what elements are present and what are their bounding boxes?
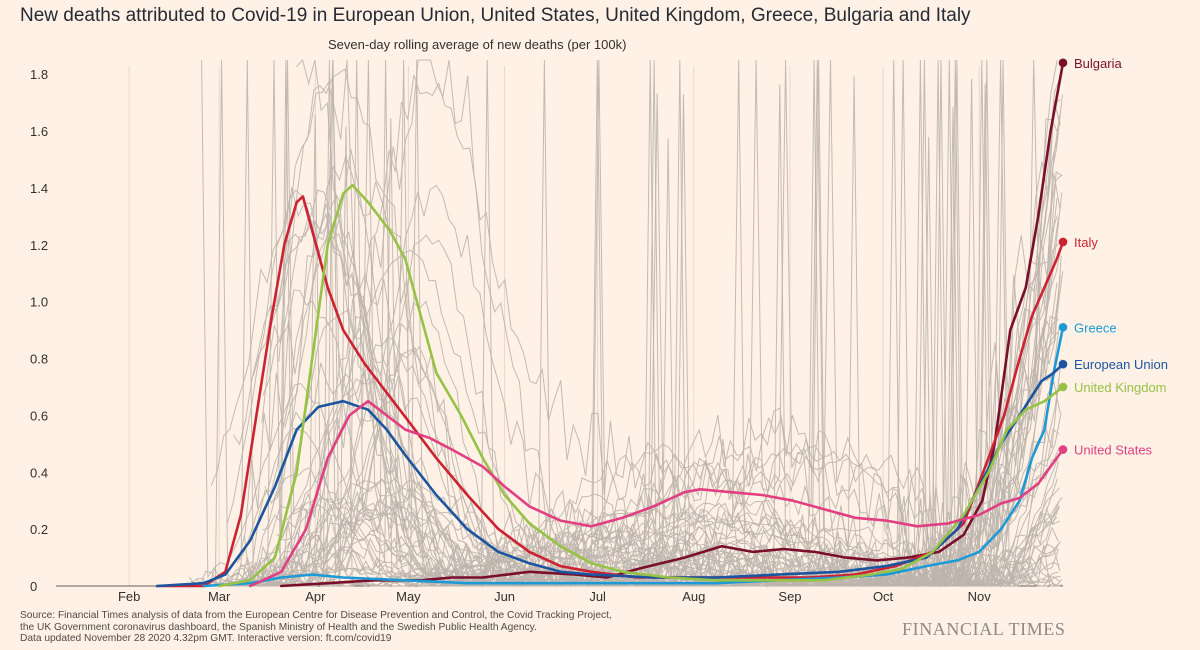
series-line-italy — [155, 195, 1065, 588]
line-chart: 0 0.2 0.4 0.6 0.8 1.0 1.2 1.4 1.6 1.8 Feb Mar Apr Ma… — [30, 56, 1168, 604]
series-end-dot — [1058, 382, 1068, 392]
series-end-dot — [1058, 237, 1068, 247]
background-country-lines — [188, 58, 1064, 588]
series-labels: Bulgaria Italy Greece European Union United … — [1074, 56, 1168, 458]
series-label: Italy — [1074, 235, 1098, 250]
series-line-united-states — [248, 399, 1065, 588]
series-line-united-kingdom — [217, 183, 1065, 588]
series-end-dot — [1058, 359, 1068, 369]
y-tick-label: 0.4 — [30, 465, 48, 480]
background-country-line — [243, 59, 1058, 588]
y-tick-label: 0.2 — [30, 522, 48, 537]
chart-subtitle: Seven-day rolling average of new deaths … — [328, 37, 627, 52]
chart-title: New deaths attributed to Covid-19 in Eur… — [20, 5, 971, 26]
y-tick-label: 0 — [30, 579, 37, 594]
background-country-line — [227, 59, 1060, 588]
series-end-dot — [1058, 445, 1068, 454]
y-tick-label: 0.8 — [30, 352, 48, 367]
series-label: Bulgaria — [1074, 56, 1122, 71]
x-tick-label: Jun — [494, 589, 515, 604]
y-tick-label: 1.8 — [30, 67, 48, 82]
background-country-line — [210, 59, 1062, 588]
source-line: Data updated November 28 2020 4.32pm GMT… — [20, 633, 392, 644]
x-tick-label: Nov — [968, 589, 992, 604]
background-country-line — [201, 59, 1059, 587]
x-tick-label: Aug — [682, 589, 705, 604]
series-line-european-union — [155, 362, 1065, 588]
series-label: United States — [1074, 443, 1153, 458]
series-end-dot — [1058, 58, 1068, 68]
highlighted-series — [155, 58, 1068, 588]
background-country-line — [262, 59, 1058, 587]
y-tick-label: 0.6 — [30, 408, 48, 423]
y-tick-label: 1.2 — [30, 238, 48, 253]
x-tick-label: Feb — [118, 589, 140, 604]
x-axis-ticks: Feb Mar Apr May Jun Jul Aug Sep Oct Nov — [118, 589, 991, 604]
background-country-line — [210, 275, 1061, 587]
y-tick-label: 1.6 — [30, 124, 48, 139]
series-label: United Kingdom — [1074, 380, 1167, 395]
series-end-dot — [1058, 322, 1068, 332]
y-tick-label: 1.4 — [30, 181, 48, 196]
x-tick-label: Jul — [589, 589, 606, 604]
series-line-bulgaria — [279, 61, 1065, 588]
source-line: the UK Government coronavirus dashboard,… — [20, 621, 537, 633]
series-label: Greece — [1074, 320, 1117, 335]
y-axis-ticks: 0 0.2 0.4 0.6 0.8 1.0 1.2 1.4 1.6 1.8 — [30, 67, 48, 594]
source-note: Source: Financial Times analysis of data… — [20, 610, 612, 645]
source-line: Source: Financial Times analysis of data… — [20, 610, 612, 621]
background-country-line — [237, 378, 1058, 587]
x-tick-label: Apr — [305, 589, 326, 604]
financial-times-logo: FINANCIAL TIMES — [902, 619, 1066, 639]
x-tick-label: May — [396, 589, 421, 604]
x-tick-label: Sep — [778, 589, 801, 604]
x-tick-label: Mar — [208, 589, 231, 604]
y-tick-label: 1.0 — [30, 295, 48, 310]
background-country-line — [188, 59, 1058, 587]
series-label: European Union — [1074, 357, 1168, 372]
x-tick-label: Oct — [873, 589, 894, 604]
